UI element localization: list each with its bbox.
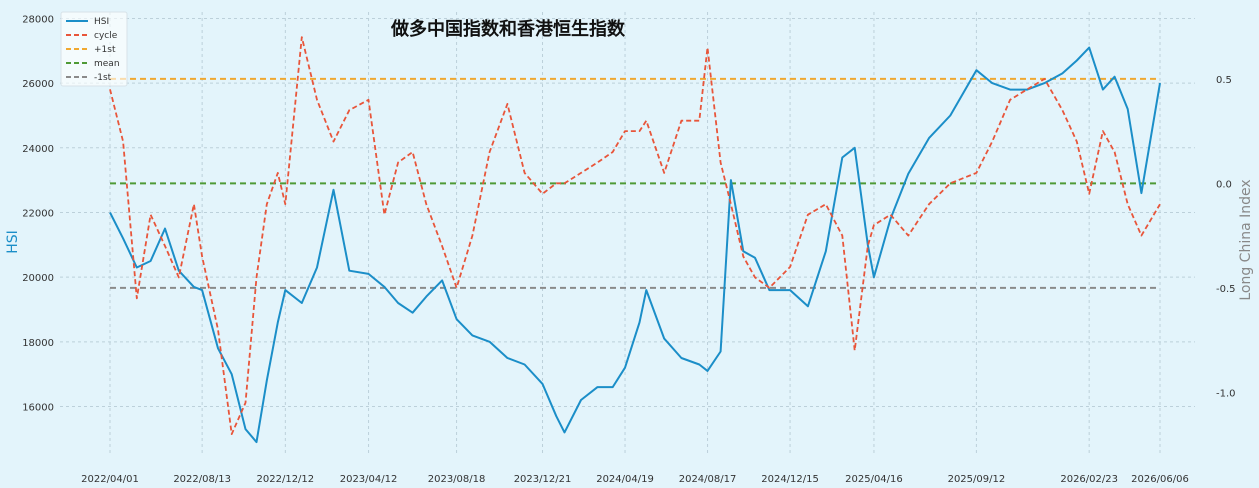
y2-tick-label: 0.0: [1216, 179, 1232, 190]
x-tick-label: 2022/04/01: [81, 474, 139, 485]
legend: HSI cycle +1st mean -1st: [60, 11, 128, 87]
x-tick-label: 2025/04/16: [845, 474, 903, 485]
y2-tick-label: 0.5: [1216, 75, 1232, 86]
y-tick-label: 20000: [22, 273, 54, 284]
x-tick-label: 2026/06/06: [1131, 474, 1189, 485]
x-tick-label: 2024/04/19: [596, 474, 654, 485]
legend-label: -1st: [94, 73, 112, 83]
legend-label: HSI: [94, 17, 109, 27]
y-tick-label: 24000: [22, 144, 54, 155]
x-tick-label: 2023/08/18: [428, 474, 486, 485]
series-layer: [109, 36, 1161, 444]
x-tick-label: 2026/02/23: [1060, 474, 1118, 485]
reference-lines: [110, 77, 1160, 289]
x-tick-label: 2022/08/13: [173, 474, 231, 485]
y-tick-label: 28000: [22, 14, 54, 25]
x-tick-label: 2024/08/17: [679, 474, 737, 485]
chart-title: 做多中国指数和香港恒生指数: [390, 18, 626, 40]
y-tick-label: 18000: [22, 338, 54, 349]
axis-layer: 2022/04/01 2022/08/13 2022/12/12 2023/04/12…: [22, 14, 1235, 485]
x-tick-label: 2025/09/12: [948, 474, 1006, 485]
legend-label: mean: [94, 59, 120, 69]
x-tick-label: 2024/12/15: [761, 474, 819, 485]
x-tick-label: 2023/04/12: [340, 474, 398, 485]
y-tick-label: 26000: [22, 79, 54, 90]
series-line-cycle: [109, 36, 1161, 436]
series-line-hsi: [109, 46, 1161, 444]
y2-tick-label: -0.5: [1216, 284, 1236, 295]
y-axis-label-right: Long China Index: [1238, 179, 1254, 300]
y2-tick-label: -1.0: [1216, 388, 1236, 399]
legend-box: [60, 11, 128, 87]
x-tick-label: 2023/12/21: [514, 474, 572, 485]
legend-label: +1st: [94, 45, 116, 55]
legend-label: cycle: [94, 31, 118, 41]
y-tick-label: 16000: [22, 402, 54, 413]
x-tick-label: 2022/12/12: [257, 474, 315, 485]
y-axis-label-left: HSI: [5, 230, 21, 254]
y-tick-label: 22000: [22, 208, 54, 219]
